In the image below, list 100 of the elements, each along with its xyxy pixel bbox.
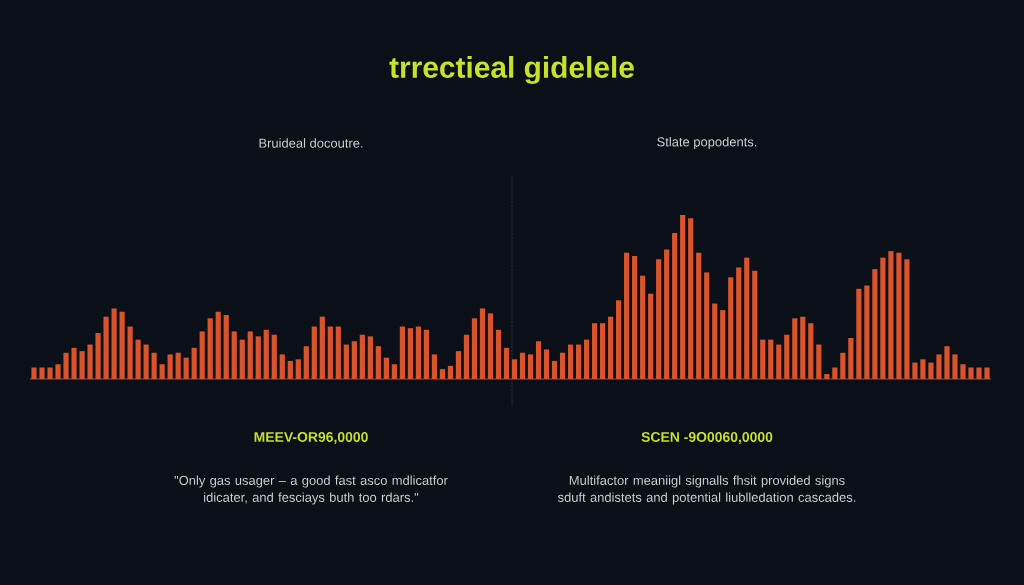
bar bbox=[231, 331, 237, 379]
bar bbox=[928, 362, 934, 379]
bar bbox=[407, 328, 413, 379]
bar bbox=[816, 344, 822, 379]
bar bbox=[920, 359, 926, 379]
bar bbox=[776, 344, 782, 379]
bar bbox=[151, 352, 157, 379]
bar bbox=[351, 341, 357, 379]
bar bbox=[487, 313, 494, 379]
bar bbox=[760, 339, 766, 379]
bar bbox=[519, 352, 526, 379]
text: SCEN -9O0060,0000 bbox=[641, 432, 773, 444]
bar bbox=[455, 351, 462, 379]
bar bbox=[535, 341, 542, 379]
bar bbox=[848, 337, 854, 379]
bar bbox=[415, 326, 422, 379]
bar bbox=[423, 329, 430, 379]
bar bbox=[840, 352, 846, 379]
bar bbox=[952, 354, 958, 379]
bar bbox=[976, 367, 982, 379]
bar bbox=[960, 364, 966, 379]
bar bbox=[167, 354, 173, 379]
bar bbox=[119, 311, 125, 379]
bar bbox=[824, 374, 830, 379]
bar bbox=[39, 367, 45, 379]
bar bbox=[912, 362, 918, 379]
bar bbox=[567, 344, 574, 379]
bar bbox=[223, 315, 229, 379]
bar bbox=[720, 310, 726, 379]
bar bbox=[664, 249, 670, 379]
text: Stlate popodents. bbox=[657, 136, 757, 150]
bar bbox=[904, 259, 910, 379]
bar bbox=[640, 275, 646, 379]
bar bbox=[672, 233, 678, 379]
bar bbox=[143, 344, 149, 379]
bar bbox=[551, 360, 558, 379]
bar bbox=[311, 326, 317, 379]
bar bbox=[784, 334, 790, 379]
bar bbox=[471, 318, 478, 379]
bar bbox=[792, 318, 798, 379]
bar bbox=[439, 369, 446, 379]
bar bbox=[768, 339, 774, 379]
bar bbox=[71, 347, 77, 379]
bar bbox=[47, 367, 53, 379]
bar bbox=[583, 339, 590, 379]
bar bbox=[183, 357, 189, 379]
bar bbox=[447, 365, 454, 379]
bar bbox=[55, 364, 61, 379]
bar bbox=[383, 357, 389, 379]
bar bbox=[736, 267, 742, 379]
bar bbox=[832, 367, 838, 379]
bar bbox=[191, 347, 197, 379]
bar bbox=[247, 331, 253, 379]
bar bbox=[335, 326, 341, 379]
bar bbox=[575, 344, 582, 379]
bar bbox=[319, 316, 325, 379]
bar bbox=[359, 334, 365, 379]
bar bbox=[63, 352, 69, 379]
bar bbox=[800, 316, 806, 379]
bar bbox=[127, 326, 133, 379]
bar bbox=[808, 323, 814, 379]
bar bbox=[600, 323, 606, 379]
bar bbox=[103, 316, 109, 379]
bar bbox=[680, 214, 686, 379]
bar bbox=[391, 364, 397, 379]
bar bbox=[712, 303, 718, 379]
bar bbox=[559, 352, 566, 379]
bar bbox=[303, 346, 309, 379]
bar bbox=[199, 331, 205, 379]
bar bbox=[752, 270, 758, 379]
bar bbox=[207, 318, 213, 379]
bar bbox=[479, 308, 486, 379]
bar bbox=[87, 344, 93, 379]
bar bbox=[872, 269, 878, 379]
bar bbox=[463, 334, 470, 379]
bar bbox=[592, 323, 598, 379]
bar bbox=[648, 293, 654, 379]
text: "Only gas usager – a good fast asco mdlicatfor idicater, and fesciays buth too rdars." bbox=[174, 475, 448, 505]
bar bbox=[135, 339, 141, 379]
bar bbox=[495, 329, 502, 379]
bar bbox=[111, 308, 117, 379]
text: Bruideal docoutre. bbox=[259, 138, 363, 148]
bar bbox=[984, 367, 990, 379]
bar bbox=[624, 252, 630, 379]
bar bbox=[632, 255, 638, 379]
bar bbox=[543, 349, 550, 379]
bar bbox=[215, 311, 221, 379]
bar bbox=[856, 288, 862, 379]
bar bbox=[696, 252, 702, 379]
text: MEEV-OR96,0000 bbox=[254, 432, 368, 444]
bar bbox=[399, 326, 405, 379]
bar bbox=[31, 367, 37, 379]
bar bbox=[431, 354, 438, 379]
bar bbox=[95, 333, 101, 379]
bar bbox=[327, 326, 333, 379]
bar bbox=[271, 334, 277, 379]
bar bbox=[79, 351, 85, 379]
bar bbox=[888, 251, 894, 379]
bar bbox=[511, 359, 518, 379]
bar bbox=[728, 277, 734, 379]
